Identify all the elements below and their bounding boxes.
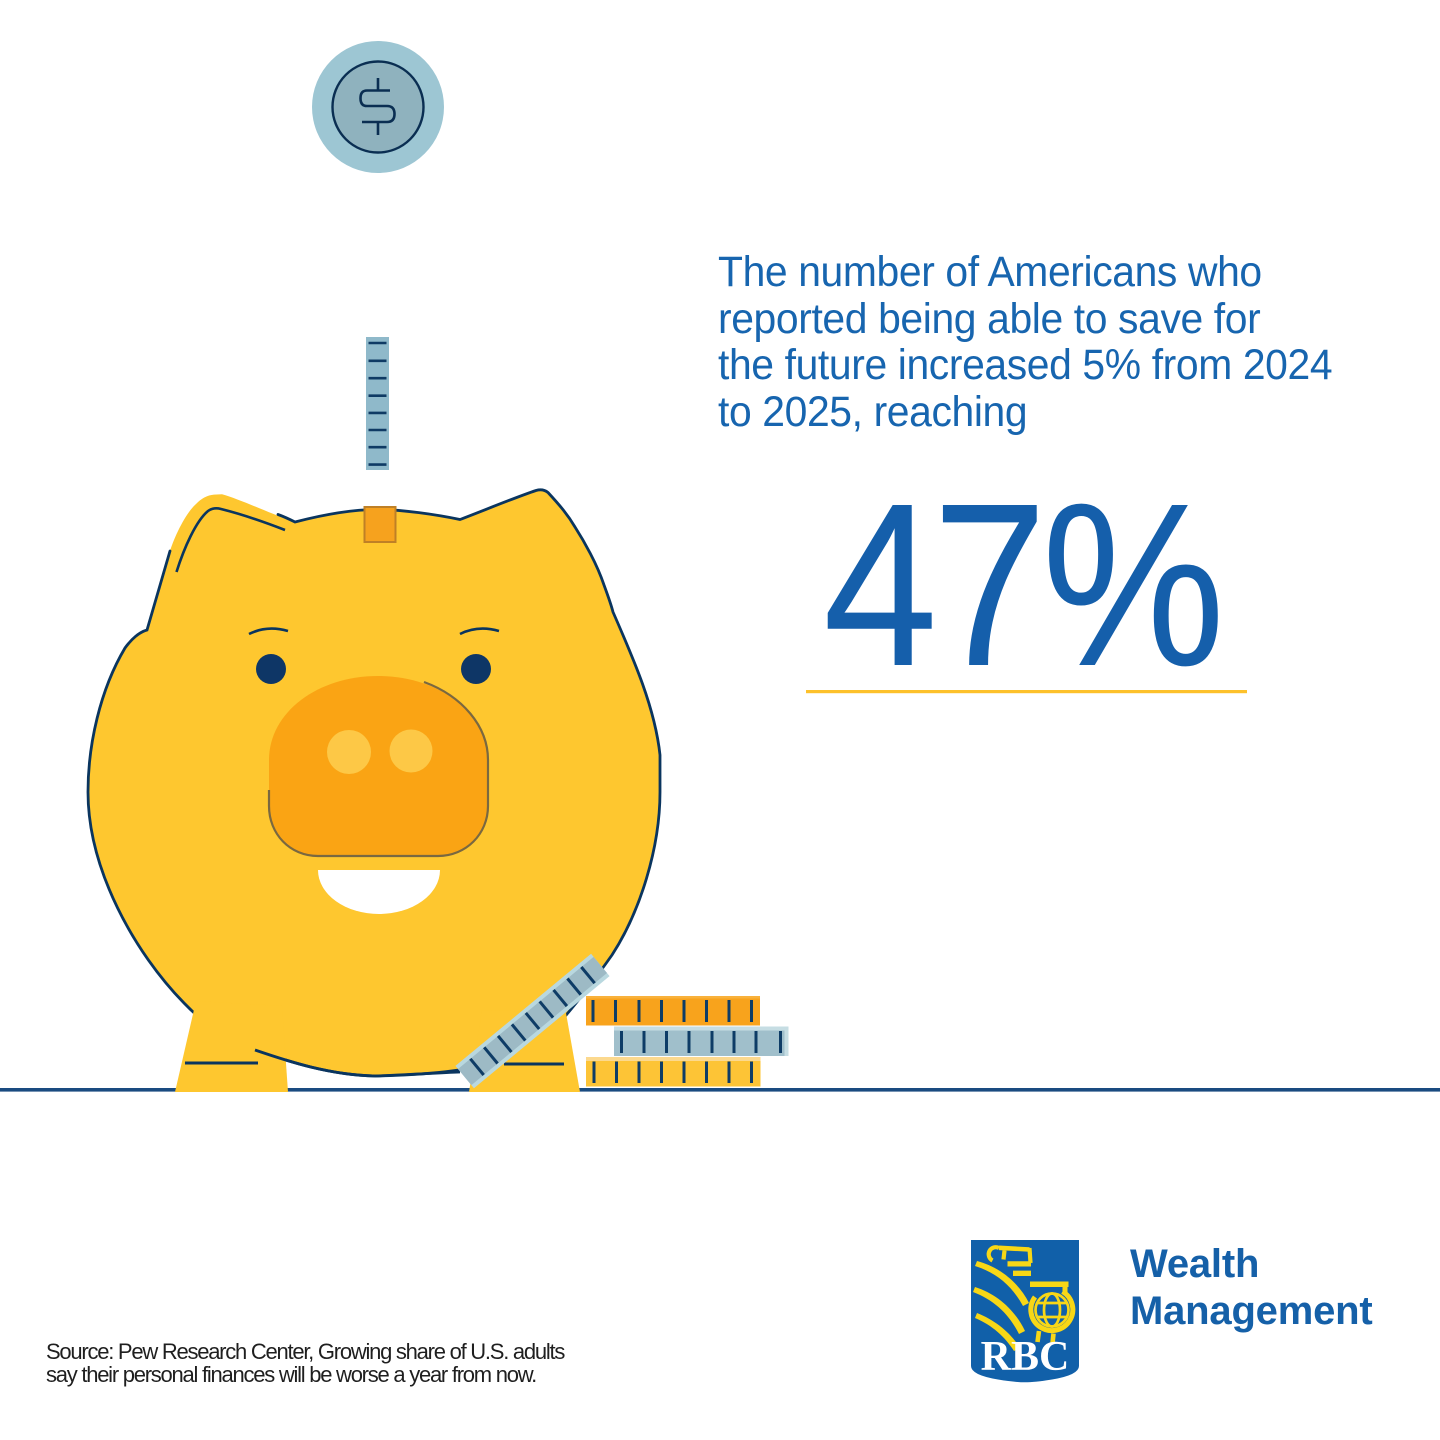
- svg-text:RBC: RBC: [981, 1334, 1070, 1380]
